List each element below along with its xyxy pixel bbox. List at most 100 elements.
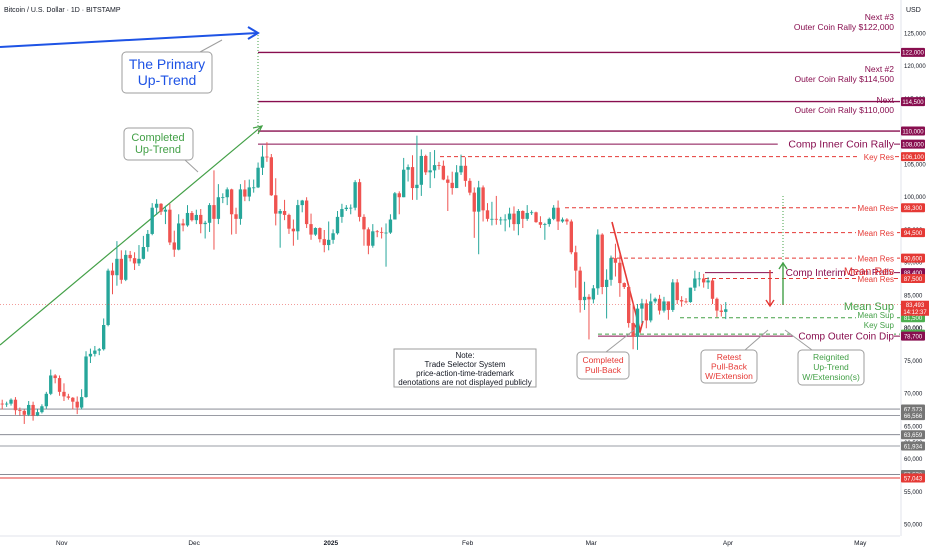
price-flag-3: 108,000 xyxy=(902,142,924,148)
retest-label-line-1: Pull-Back xyxy=(711,362,748,372)
candle-body-8 xyxy=(35,412,40,416)
level-label-8: Comp Interim Coin Rally xyxy=(786,268,894,279)
candle-body-30 xyxy=(132,258,137,264)
candle-body-0 xyxy=(0,403,4,405)
candle-body-59 xyxy=(260,156,265,168)
candle-body-70 xyxy=(309,224,313,235)
candle-body-123 xyxy=(543,224,547,225)
note-label-line-1: Trade Selector System xyxy=(424,360,505,369)
candle-body-12 xyxy=(53,375,57,379)
y-extra-label-0: 80,000 xyxy=(904,326,923,332)
price-flag-12: 78,700 xyxy=(904,334,923,340)
price-flag-2-bg xyxy=(901,126,925,136)
candle-body-148 xyxy=(653,298,657,302)
price-flag-9: 87,500 xyxy=(904,277,923,283)
pullback-label-line-0: Completed xyxy=(582,355,623,365)
current-price-flag-bg xyxy=(901,300,929,316)
candle-body-161 xyxy=(710,280,715,299)
candle-body-26 xyxy=(115,258,119,276)
candle-body-74 xyxy=(327,239,331,246)
candle-body-145 xyxy=(640,303,644,309)
candle-body-136 xyxy=(600,234,604,288)
level-label-10: Mean Sup xyxy=(858,311,895,320)
price-flag-14: 66,566 xyxy=(904,414,923,420)
price-flag-5: 98,300 xyxy=(904,206,923,212)
y-tick-label-1: 55,000 xyxy=(904,490,923,496)
completed-box-pointer xyxy=(184,159,199,173)
candle-body-5 xyxy=(22,410,26,415)
x-tick-label-6: May xyxy=(854,540,867,547)
retest-box xyxy=(700,349,758,384)
candle-body-2 xyxy=(9,399,13,404)
next1-label-line-1: Outer Coin Rally $110,000 xyxy=(794,105,894,115)
candle-body-22 xyxy=(97,349,101,351)
candle-body-36 xyxy=(159,203,163,212)
candle-body-140 xyxy=(618,262,622,284)
price-flag-15-bg xyxy=(901,430,925,440)
y-tick-label-15: 125,000 xyxy=(904,31,926,37)
candle-body-39 xyxy=(172,242,176,250)
candle-body-126 xyxy=(556,207,560,222)
candle-body-115 xyxy=(507,213,512,220)
candle-body-7 xyxy=(31,404,35,416)
candle-body-87 xyxy=(384,232,388,234)
candle-body-68 xyxy=(300,200,304,206)
candle-body-77 xyxy=(340,209,344,217)
next1-label-line-0: Next xyxy=(877,95,895,105)
currency-label: USD xyxy=(906,7,921,14)
candle-body-111 xyxy=(490,218,494,220)
candle-body-40 xyxy=(177,223,181,250)
completed-trend-line xyxy=(0,125,263,346)
price-flag-13: 67,573 xyxy=(904,407,923,413)
level-label-12: Comp Outer Coin Dip xyxy=(798,332,894,343)
candle-body-134 xyxy=(591,288,596,300)
candle-body-47 xyxy=(207,205,212,223)
y-tick-label-8: 90,000 xyxy=(904,261,923,267)
retest-box-pointer xyxy=(744,329,769,351)
candle-body-14 xyxy=(62,391,66,397)
candle-body-110 xyxy=(485,210,490,219)
candle-body-76 xyxy=(335,216,340,234)
level-label-6: Mean Res xyxy=(858,229,894,238)
completed-trend-arrowhead xyxy=(252,125,264,135)
candle-body-81 xyxy=(357,182,362,217)
candle-body-58 xyxy=(256,167,260,188)
candle-body-98 xyxy=(432,165,437,171)
candle-body-92 xyxy=(406,167,410,170)
candle-body-19 xyxy=(84,356,88,398)
candle-body-144 xyxy=(635,308,640,337)
y-tick-label-2: 60,000 xyxy=(904,457,923,463)
candle-body-162 xyxy=(715,298,719,311)
candle-body-119 xyxy=(525,212,529,219)
candle-body-146 xyxy=(644,303,648,321)
candle-body-109 xyxy=(481,187,485,211)
candle-body-143 xyxy=(631,323,635,337)
candle-body-9 xyxy=(40,406,44,413)
reignited-label-line-0: Reignited xyxy=(813,352,849,362)
candle-body-103 xyxy=(454,172,459,189)
candle-body-54 xyxy=(238,189,243,219)
mean-sup-big-label: Mean Sup xyxy=(844,301,894,313)
level-label-bg-7 xyxy=(856,254,894,265)
candle-body-78 xyxy=(344,207,348,210)
note-label-line-2: price-action-time-trademark xyxy=(416,369,515,378)
level-label-bg-4 xyxy=(860,153,894,164)
candle-body-13 xyxy=(57,378,62,392)
candle-body-116 xyxy=(512,213,516,225)
candle-body-1 xyxy=(4,403,9,405)
candle-body-138 xyxy=(609,258,613,280)
price-flag-7: 90,600 xyxy=(904,256,923,262)
completed-box xyxy=(123,127,194,161)
price-flag-6: 94,500 xyxy=(904,231,923,237)
candle-body-25 xyxy=(110,270,115,276)
price-flag-4-bg xyxy=(901,152,925,162)
y-tick-label-0: 50,000 xyxy=(904,523,923,529)
x-tick-label-0: Nov xyxy=(56,540,68,547)
reignited-label-line-2: W/Extension(s) xyxy=(802,372,860,382)
candle-body-33 xyxy=(146,233,150,248)
time-axis[interactable]: Nov Dec 2025 Feb Mar Apr May xyxy=(0,535,900,547)
level-label-bg-3 xyxy=(777,138,894,151)
